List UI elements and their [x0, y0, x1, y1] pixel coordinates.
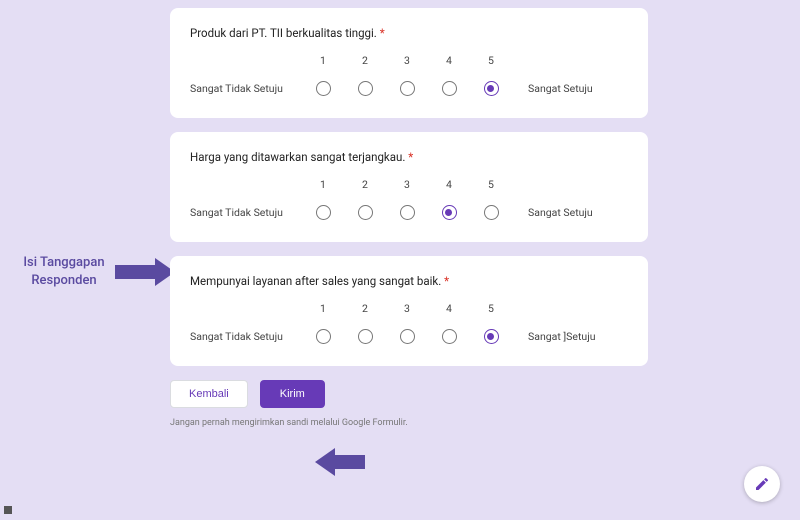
radio-1[interactable] [316, 329, 331, 344]
edit-fab[interactable] [744, 466, 780, 502]
scale-low-label: Sangat Tidak Setuju [190, 82, 302, 95]
scale-numbers: 1 2 3 4 5 [190, 178, 628, 191]
radio-1[interactable] [316, 81, 331, 96]
radio-4[interactable] [442, 205, 457, 220]
radio-3[interactable] [400, 205, 415, 220]
radio-5[interactable] [484, 81, 499, 96]
button-row: Kembali Kirim [170, 380, 648, 408]
back-button[interactable]: Kembali [170, 380, 248, 408]
scale-low-label: Sangat Tidak Setuju [190, 330, 302, 343]
question-card: Harga yang ditawarkan sangat terjangkau.… [170, 132, 648, 242]
radio-3[interactable] [400, 329, 415, 344]
scale-numbers: 1 2 3 4 5 [190, 302, 628, 315]
question-title: Mempunyai layanan after sales yang sanga… [190, 274, 628, 288]
radio-5[interactable] [484, 329, 499, 344]
corner-mark [4, 506, 12, 514]
submit-button[interactable]: Kirim [260, 380, 325, 408]
radio-4[interactable] [442, 329, 457, 344]
radio-3[interactable] [400, 81, 415, 96]
required-mark: * [380, 26, 385, 40]
question-title: Produk dari PT. TII berkualitas tinggi. … [190, 26, 628, 40]
required-mark: * [444, 274, 449, 288]
radio-5[interactable] [484, 205, 499, 220]
scale-high-label: Sangat Setuju [512, 206, 628, 219]
radio-4[interactable] [442, 81, 457, 96]
form-column: Produk dari PT. TII berkualitas tinggi. … [170, 8, 648, 428]
scale-high-label: Sangat Setuju [512, 82, 628, 95]
annotation-label: Isi Tanggapan Responden [14, 254, 114, 289]
radio-2[interactable] [358, 205, 373, 220]
scale-row: Sangat Tidak Setuju Sangat Setuju [190, 81, 628, 96]
disclaimer-text: Jangan pernah mengirimkan sandi melalui … [170, 418, 648, 428]
radio-2[interactable] [358, 81, 373, 96]
required-mark: * [408, 150, 413, 164]
pencil-icon [754, 476, 770, 492]
scale-numbers: 1 2 3 4 5 [190, 54, 628, 67]
scale-row: Sangat Tidak Setuju Sangat ]Setuju [190, 329, 628, 344]
scale-low-label: Sangat Tidak Setuju [190, 206, 302, 219]
question-title: Harga yang ditawarkan sangat terjangkau.… [190, 150, 628, 164]
scale-high-label: Sangat ]Setuju [512, 330, 628, 343]
question-card: Mempunyai layanan after sales yang sanga… [170, 256, 648, 366]
scale-row: Sangat Tidak Setuju Sangat Setuju [190, 205, 628, 220]
radio-2[interactable] [358, 329, 373, 344]
question-card: Produk dari PT. TII berkualitas tinggi. … [170, 8, 648, 118]
radio-1[interactable] [316, 205, 331, 220]
